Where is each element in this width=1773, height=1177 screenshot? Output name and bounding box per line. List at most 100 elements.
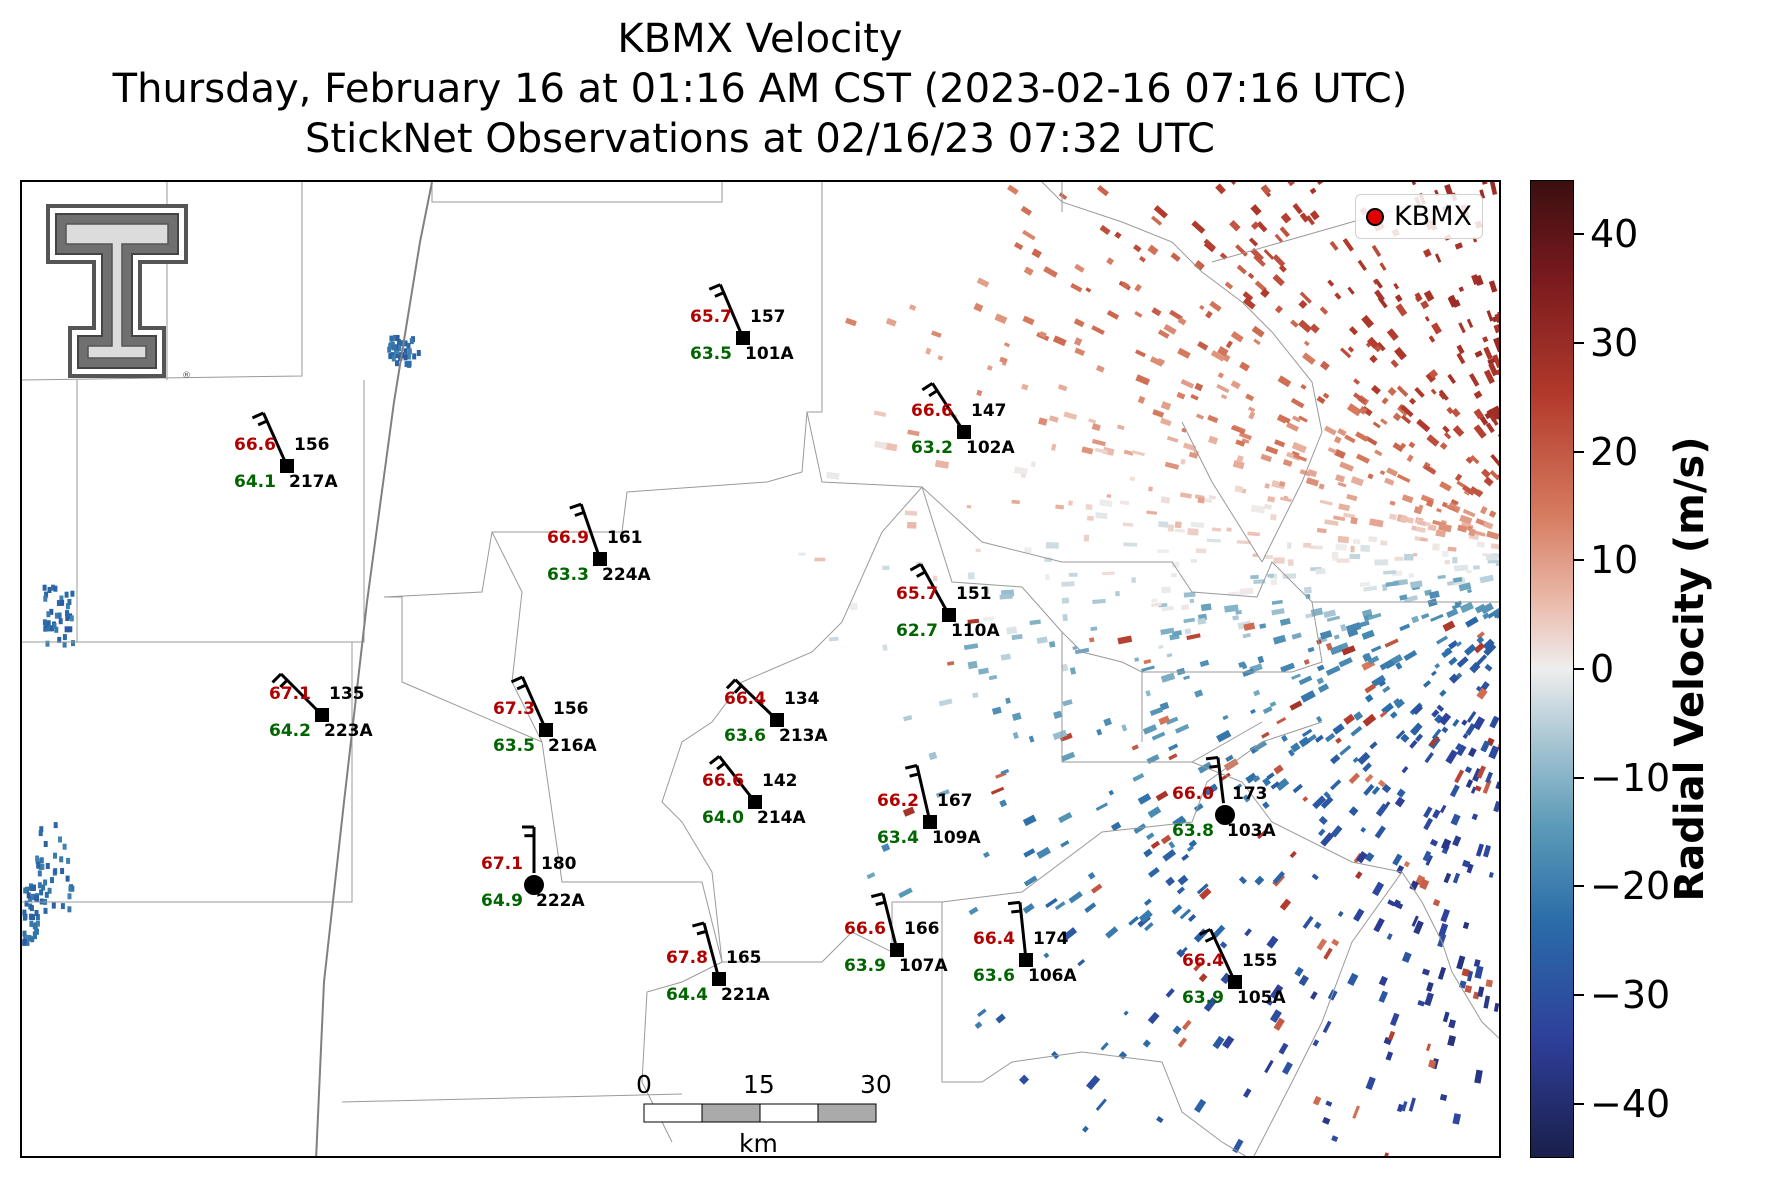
- scale-unit: km: [739, 1129, 778, 1158]
- station-dewpoint: 63.6: [973, 966, 1015, 986]
- station-temperature: 67.1: [269, 684, 311, 704]
- station-wind-direction: 174: [1033, 929, 1069, 949]
- station-dewpoint: 64.1: [234, 472, 276, 492]
- colorbar-label: Radial Velocity (m/s): [1667, 436, 1713, 902]
- colorbar-tick-label: 30: [1590, 321, 1639, 365]
- wind-barb-214A: [708, 755, 762, 809]
- station-temperature: 66.6: [844, 919, 886, 939]
- kbmx-marker-icon: [1365, 207, 1384, 226]
- station-temperature: 66.2: [877, 791, 919, 811]
- station-wind-direction: 147: [971, 401, 1007, 421]
- map-legend: KBMX: [1354, 194, 1483, 239]
- wind-barb-222A: [522, 825, 546, 897]
- station-temperature: 66.9: [547, 528, 589, 548]
- station-wind-direction: 135: [329, 684, 365, 704]
- station-temperature: 66.4: [973, 929, 1015, 949]
- wind-barb-109A: [904, 764, 937, 829]
- station-temperature: 66.6: [911, 401, 953, 421]
- wind-barb-107A: [870, 892, 904, 957]
- colorbar: [1530, 180, 1574, 1158]
- station-temperature: 67.3: [493, 699, 535, 719]
- station-id: 109A: [932, 828, 981, 848]
- station-wind-direction: 155: [1242, 951, 1278, 971]
- wind-barb-221A: [692, 921, 726, 986]
- station-id: 222A: [536, 891, 585, 911]
- station-id: 217A: [289, 472, 338, 492]
- wind-barb-102A: [921, 382, 971, 439]
- map-background: [22, 182, 1499, 1156]
- map-subtitle-observations: StickNet Observations at 02/16/23 07:32 …: [305, 116, 1215, 162]
- station-dewpoint: 63.2: [911, 438, 953, 458]
- legend-label: KBMX: [1393, 201, 1472, 232]
- station-dewpoint: 63.4: [877, 828, 919, 848]
- station-id: 110A: [951, 621, 1000, 641]
- colorbar-tick: [1574, 342, 1584, 344]
- station-dewpoint: 63.5: [493, 736, 535, 756]
- wind-barb-213A: [725, 678, 784, 727]
- station-id: 214A: [757, 808, 806, 828]
- station-dewpoint: 64.9: [481, 891, 523, 911]
- wind-barb-110A: [909, 562, 956, 622]
- station-temperature: 66.0: [1172, 784, 1214, 804]
- svg-text:®: ®: [182, 371, 191, 380]
- station-dewpoint: 62.7: [896, 621, 938, 641]
- station-dewpoint: 63.6: [724, 726, 766, 746]
- station-dewpoint: 64.4: [666, 985, 708, 1005]
- wind-barb-223A: [271, 672, 329, 722]
- scale-tick-15: 15: [743, 1070, 775, 1099]
- station-id: 224A: [602, 565, 651, 585]
- station-temperature: 65.7: [690, 307, 732, 327]
- station-id: 213A: [779, 726, 828, 746]
- station-dewpoint: 63.9: [1182, 988, 1224, 1008]
- state-boundary: [315, 182, 433, 1156]
- colorbar-tick: [1574, 233, 1584, 236]
- wind-barb-103A: [1205, 755, 1237, 827]
- station-id: 101A: [745, 344, 794, 364]
- colorbar-tick-label: −10: [1590, 755, 1671, 800]
- station-wind-direction: 165: [726, 948, 762, 968]
- station-wind-direction: 156: [294, 435, 330, 455]
- station-id: 107A: [899, 956, 948, 976]
- station-id: 103A: [1227, 821, 1276, 841]
- wind-barb-217A: [251, 411, 294, 473]
- station-wind-direction: 151: [956, 584, 992, 604]
- station-temperature: 65.7: [896, 584, 938, 604]
- station-temperature: 66.4: [1182, 951, 1224, 971]
- colorbar-tick-label: −40: [1590, 1081, 1671, 1126]
- station-temperature: 66.6: [702, 771, 744, 791]
- station-dewpoint: 63.8: [1172, 821, 1214, 841]
- colorbar-tick-label: 20: [1590, 429, 1639, 474]
- wind-barb-224A: [569, 502, 607, 566]
- station-wind-direction: 156: [553, 699, 589, 719]
- station-id: 223A: [324, 721, 373, 741]
- colorbar-tick: [1574, 1102, 1584, 1105]
- station-id: 106A: [1028, 966, 1077, 986]
- station-wind-direction: 142: [762, 771, 798, 791]
- map-title: KBMX Velocity: [617, 16, 903, 62]
- scale-tick-0: 0: [636, 1070, 652, 1099]
- station-wind-direction: 166: [904, 919, 940, 939]
- station-temperature: 66.4: [724, 689, 766, 709]
- station-wind-direction: 180: [541, 854, 577, 874]
- wind-barb-106A: [1007, 900, 1033, 967]
- station-temperature: 66.6: [234, 435, 276, 455]
- wind-barb-216A: [510, 675, 553, 737]
- colorbar-tick-label: 0: [1590, 647, 1615, 691]
- radar-echoes: [22, 182, 1499, 1156]
- station-id: 221A: [721, 985, 770, 1005]
- map-subtitle-time: Thursday, February 16 at 01:16 AM CST (2…: [112, 66, 1408, 112]
- wind-barb-105A: [1198, 928, 1242, 989]
- station-dewpoint: 64.0: [702, 808, 744, 828]
- colorbar-tick: [1574, 559, 1584, 562]
- wind-barb-101A: [708, 283, 750, 345]
- station-dewpoint: 63.3: [547, 565, 589, 585]
- station-dewpoint: 63.9: [844, 956, 886, 976]
- station-dewpoint: 63.5: [690, 344, 732, 364]
- scale-tick-30: 30: [860, 1070, 892, 1099]
- colorbar-tick: [1574, 776, 1584, 779]
- colorbar-tick-label: −30: [1590, 973, 1671, 1017]
- colorbar-tick-label: −20: [1590, 864, 1671, 909]
- station-wind-direction: 167: [937, 791, 973, 811]
- radar-map[interactable]: ® KBMX 65.7 157 63.5 101A 66.6 147 63.2 102A 66.…: [20, 180, 1501, 1158]
- station-wind-direction: 134: [784, 689, 820, 709]
